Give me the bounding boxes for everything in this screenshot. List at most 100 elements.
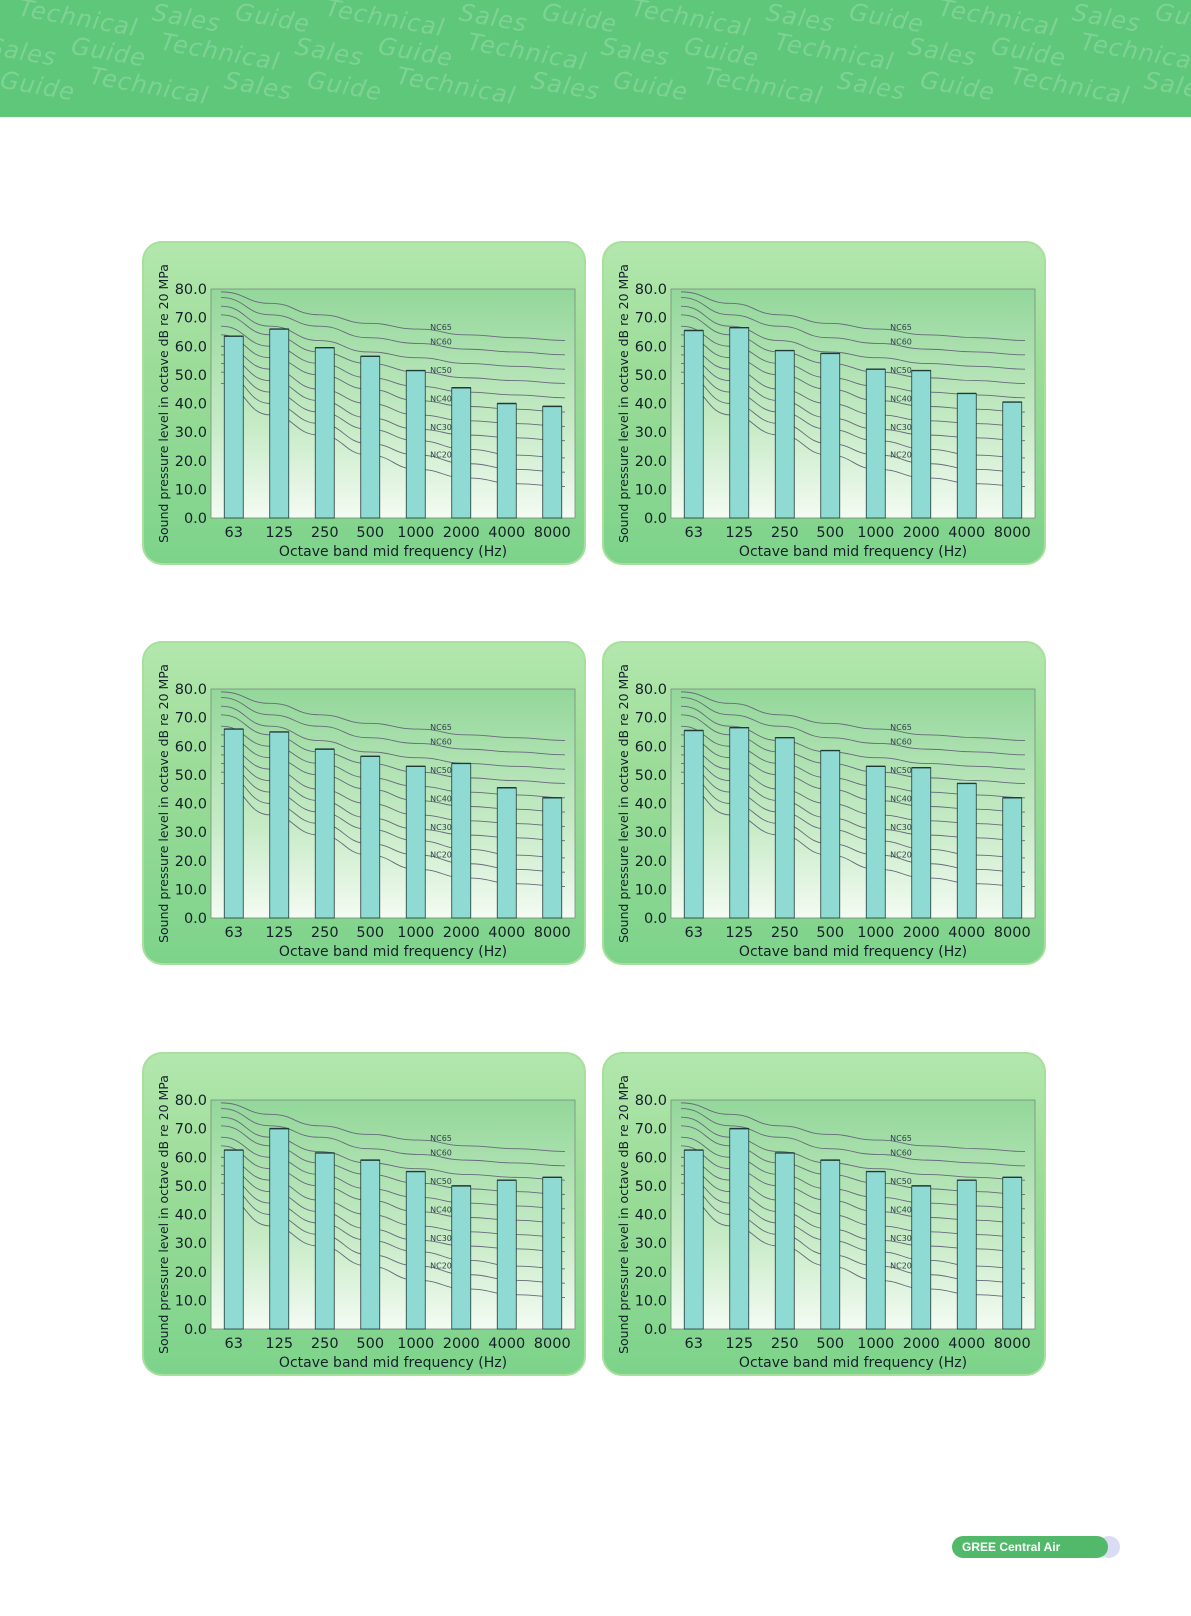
y-tick-label: 60.0 — [635, 739, 667, 755]
nc-label-nc50: NC50 — [430, 766, 452, 775]
bar-125 — [269, 328, 290, 519]
bar-125 — [269, 731, 290, 919]
watermark-word: Technical — [87, 61, 212, 111]
x-tick-label: 500 — [816, 925, 844, 941]
y-tick-label: 40.0 — [175, 397, 207, 413]
nc-curve-nc65 — [680, 1102, 1026, 1152]
x-tick-label: 4000 — [488, 925, 525, 941]
x-tick-label: 63 — [685, 525, 703, 541]
bar-1000 — [865, 368, 886, 519]
y-tick-label: 80.0 — [175, 1093, 207, 1109]
x-axis-title: Octave band mid frequency (Hz) — [739, 1355, 967, 1371]
y-tick-label: 80.0 — [635, 282, 667, 298]
bar-250 — [774, 737, 795, 919]
y-tick-label: 20.0 — [635, 854, 667, 870]
x-tick-label: 4000 — [948, 1336, 985, 1352]
nc-label-nc30: NC30 — [430, 1234, 452, 1243]
y-tick-label: 10.0 — [175, 482, 207, 498]
y-tick-label: 60.0 — [635, 339, 667, 355]
y-tick-label: 50.0 — [635, 768, 667, 784]
chart-svg-2: NC65 NC60 NC50 NC40 NC30 NC20 0.0 10.0 20.0 30.0 4… — [616, 264, 1036, 560]
nc-label-nc60: NC60 — [890, 1148, 912, 1157]
x-tick-label: 125 — [265, 525, 293, 541]
nc-label-nc65: NC65 — [890, 323, 912, 332]
nc-label-nc50: NC50 — [890, 366, 912, 375]
watermark-word: Sales — [528, 66, 602, 106]
y-tick-label: 50.0 — [175, 768, 207, 784]
x-tick-label: 125 — [725, 1336, 753, 1352]
nc-curve-nc65 — [680, 691, 1026, 741]
x-tick-label: 1000 — [857, 525, 894, 541]
nc-label-nc30: NC30 — [890, 823, 912, 832]
bar-500 — [360, 1159, 381, 1330]
bar-63 — [223, 1149, 244, 1330]
y-tick-label: 70.0 — [635, 711, 667, 727]
nc-label-nc60: NC60 — [430, 337, 452, 346]
nc-curve-nc60 — [680, 1108, 1026, 1167]
nc-curve-nc65 — [220, 1102, 566, 1152]
watermark-word: Sales — [599, 32, 673, 72]
chart-panel-6: NC65 NC60 NC50 NC40 NC30 NC20 0.0 10.0 20.0 30.0 4… — [602, 1052, 1046, 1376]
y-tick-label: 50.0 — [635, 368, 667, 384]
x-tick-label: 500 — [356, 1336, 384, 1352]
x-tick-label: 2000 — [903, 525, 940, 541]
x-axis-title: Octave band mid frequency (Hz) — [279, 544, 507, 560]
bar-4000 — [496, 403, 517, 519]
nc-label-nc20: NC20 — [430, 1261, 452, 1270]
y-tick-label: 70.0 — [175, 311, 207, 327]
bar-250 — [774, 350, 795, 519]
bar-2000 — [911, 767, 932, 919]
bar-8000 — [542, 1176, 563, 1330]
bar-8000 — [1002, 1176, 1023, 1330]
bar-250 — [774, 1152, 795, 1330]
y-tick-label: 40.0 — [635, 797, 667, 813]
y-tick-label: 70.0 — [175, 1122, 207, 1138]
nc-curve-nc55 — [680, 305, 1026, 370]
x-tick-label: 250 — [771, 1336, 799, 1352]
chart-svg-3: NC65 NC60 NC50 NC40 NC30 NC20 0.0 10.0 20.0 30.0 4… — [156, 664, 576, 960]
x-tick-label: 125 — [725, 525, 753, 541]
bar-1000 — [865, 765, 886, 919]
y-tick-label: 80.0 — [635, 1093, 667, 1109]
bar-250 — [314, 347, 335, 519]
x-tick-label: 2000 — [443, 925, 480, 941]
x-tick-label: 63 — [685, 1336, 703, 1352]
x-tick-label: 500 — [356, 925, 384, 941]
bar-125 — [729, 1128, 750, 1330]
nc-label-nc40: NC40 — [890, 795, 912, 804]
nc-label-nc30: NC30 — [430, 423, 452, 432]
y-axis-title: Sound pressure level in octave dB re 20 … — [156, 664, 171, 943]
y-tick-label: 10.0 — [175, 882, 207, 898]
watermark-word: Technical — [465, 27, 589, 77]
nc-label-nc30: NC30 — [890, 1234, 912, 1243]
x-axis-title: Octave band mid frequency (Hz) — [739, 544, 967, 560]
x-tick-label: 8000 — [994, 925, 1031, 941]
y-tick-label: 20.0 — [175, 854, 207, 870]
header-banner: Technical Sales Guide Technical Sales Guide Te… — [0, 0, 1191, 117]
bar-500 — [360, 355, 381, 519]
watermark-word: Technical — [158, 27, 283, 77]
x-tick-label: 63 — [685, 925, 703, 941]
x-tick-label: 125 — [725, 925, 753, 941]
watermark-word: Sales — [221, 66, 295, 106]
chart-panel-2: NC65 NC60 NC50 NC40 NC30 NC20 0.0 10.0 20.0 30.0 4… — [602, 241, 1046, 565]
y-tick-label: 60.0 — [635, 1150, 667, 1166]
watermark-word: Technical — [772, 27, 896, 77]
chart-panel-3: NC65 NC60 NC50 NC40 NC30 NC20 0.0 10.0 20.0 30.0 4… — [142, 641, 586, 965]
nc-label-nc20: NC20 — [890, 850, 912, 859]
nc-label-nc65: NC65 — [890, 1134, 912, 1143]
x-tick-label: 8000 — [534, 525, 571, 541]
bar-4000 — [956, 783, 977, 919]
y-tick-label: 30.0 — [175, 425, 207, 441]
chart-panel-1: NC65 NC60 NC50 NC40 NC30 NC20 0.0 10.0 20.0 30.0 4… — [142, 241, 586, 565]
y-tick-label: 0.0 — [644, 911, 667, 927]
bar-63 — [683, 1149, 704, 1330]
bar-500 — [820, 750, 841, 919]
nc-curve-nc60 — [680, 697, 1026, 756]
x-tick-label: 1000 — [857, 1336, 894, 1352]
x-tick-label: 500 — [356, 525, 384, 541]
watermark-word: Guide — [304, 65, 385, 107]
bar-125 — [729, 327, 750, 519]
y-tick-label: 20.0 — [635, 1265, 667, 1281]
x-tick-label: 125 — [265, 1336, 293, 1352]
